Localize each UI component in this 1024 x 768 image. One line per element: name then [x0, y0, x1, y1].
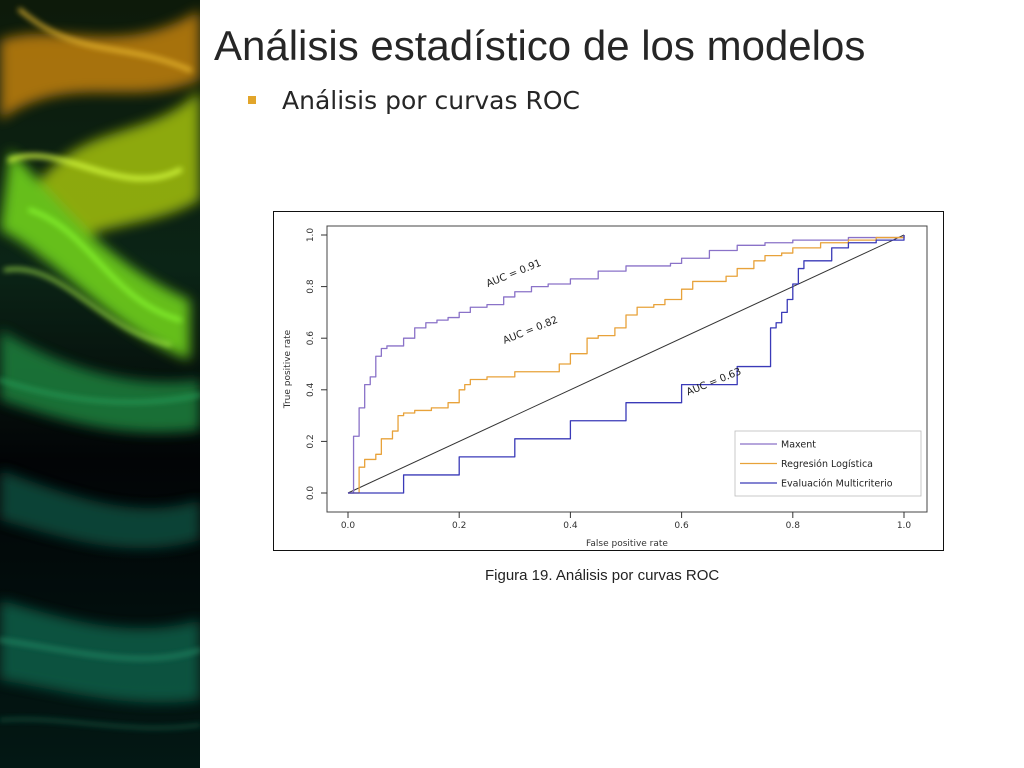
- figure-caption: Figura 19. Análisis por curvas ROC: [485, 567, 719, 584]
- legend-label-2: Evaluación Multicriterio: [781, 479, 893, 490]
- y-tick-label: 0.8: [306, 279, 316, 294]
- series-line-0: [348, 235, 905, 494]
- legend-label-1: Regresión Logística: [781, 459, 873, 470]
- x-tick-label: 0.6: [674, 521, 689, 531]
- y-tick-label: 0.0: [306, 486, 316, 501]
- y-tick-label: 0.4: [306, 382, 316, 397]
- x-tick-label: 0.0: [341, 521, 356, 531]
- y-tick-label: 1.0: [306, 228, 316, 243]
- roc-figure-frame: 0.0 0.2 0.4 0.6 0.8 1.0 0.0 0.2 0.4 0.6 0.8 1.0 Fals…: [273, 211, 944, 551]
- roc-chart: 0.0 0.2 0.4 0.6 0.8 1.0 0.0 0.2 0.4 0.6 0.8 1.0 Fals…: [283, 225, 928, 549]
- x-tick-label: 0.4: [563, 521, 578, 531]
- decorative-smoke-background: [0, 0, 200, 768]
- auc-annotation-1: AUC = 0.82: [502, 315, 560, 347]
- bullet-square-icon: [248, 96, 256, 104]
- x-tick-label: 0.2: [452, 521, 466, 531]
- y-axis-title: True positive rate: [283, 329, 293, 409]
- slide-title: Análisis estadístico de los modelos: [214, 22, 866, 69]
- x-tick-label: 1.0: [897, 521, 912, 531]
- y-tick-label: 0.2: [306, 434, 316, 448]
- chance-diagonal-line: [347, 234, 905, 494]
- caption-prefix: Figura 19.: [485, 567, 553, 584]
- caption-text: Análisis por curvas ROC: [552, 567, 720, 584]
- legend-label-0: Maxent: [781, 440, 816, 451]
- x-axis-title: False positive rate: [586, 539, 668, 549]
- auc-annotation-0: AUC = 0.91: [485, 258, 543, 290]
- y-tick-label: 0.6: [306, 331, 316, 346]
- series-line-2: [348, 235, 905, 494]
- bullet-text: Análisis por curvas ROC: [282, 86, 580, 115]
- plot-area-border: [326, 225, 928, 513]
- series-line-1: [348, 235, 905, 494]
- x-tick-label: 0.8: [786, 521, 801, 531]
- auc-annotation-2: AUC = 0.63: [685, 366, 743, 398]
